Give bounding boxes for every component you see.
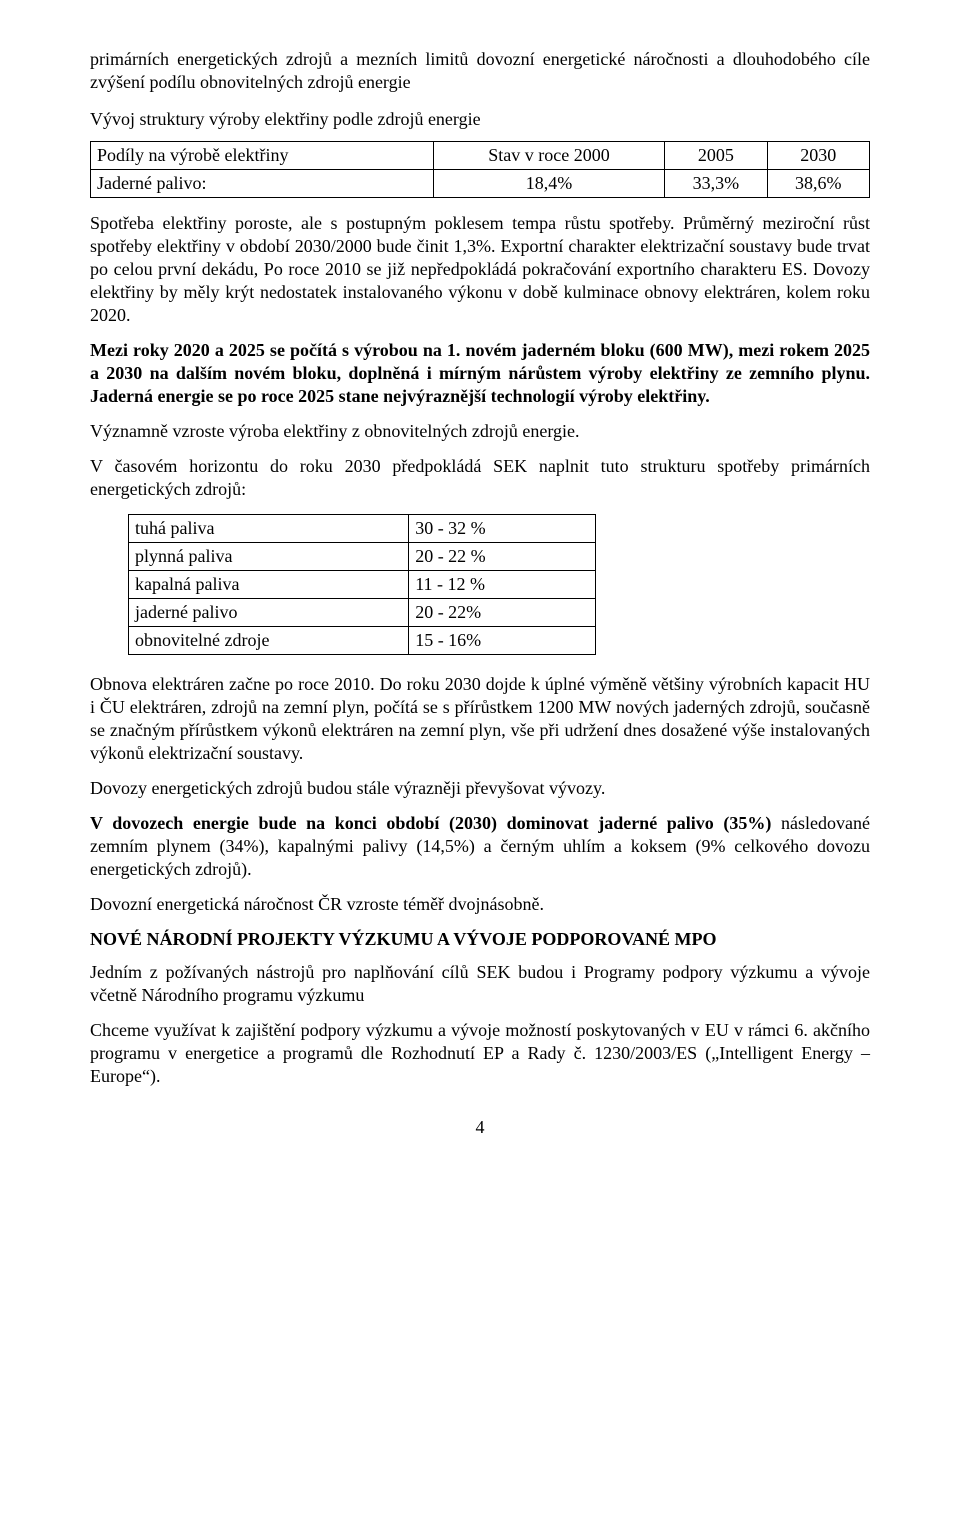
table-cell: Podíly na výrobě elektřiny bbox=[91, 142, 434, 170]
table-cell: 30 - 32 % bbox=[409, 514, 596, 542]
table-row: Jaderné palivo: 18,4% 33,3% 38,6% bbox=[91, 170, 870, 198]
paragraph: V časovém horizontu do roku 2030 předpok… bbox=[90, 455, 870, 501]
table-primary-sources: tuhá paliva 30 - 32 % plynná paliva 20 -… bbox=[128, 514, 596, 655]
text-bold: V dovozech energie bude na konci období … bbox=[90, 813, 781, 833]
table-cell: 15 - 16% bbox=[409, 626, 596, 654]
table-cell: 2030 bbox=[767, 142, 869, 170]
table-cell: 18,4% bbox=[433, 170, 664, 198]
paragraph: Dovozy energetických zdrojů budou stále … bbox=[90, 777, 870, 800]
table-row: Podíly na výrobě elektřiny Stav v roce 2… bbox=[91, 142, 870, 170]
paragraph: Dovozní energetická náročnost ČR vzroste… bbox=[90, 893, 870, 916]
paragraph: Významně vzroste výroba elektřiny z obno… bbox=[90, 420, 870, 443]
table-cell: 2005 bbox=[665, 142, 767, 170]
table-cell: jaderné palivo bbox=[129, 598, 409, 626]
table-cell: 33,3% bbox=[665, 170, 767, 198]
page-number: 4 bbox=[90, 1116, 870, 1139]
section-title: Vývoj struktury výroby elektřiny podle z… bbox=[90, 108, 870, 131]
paragraph: Obnova elektráren začne po roce 2010. Do… bbox=[90, 673, 870, 765]
paragraph-bold: Mezi roky 2020 a 2025 se počítá s výrobo… bbox=[90, 339, 870, 408]
table-cell: 20 - 22% bbox=[409, 598, 596, 626]
table-row: plynná paliva 20 - 22 % bbox=[129, 542, 596, 570]
table-cell: Jaderné palivo: bbox=[91, 170, 434, 198]
table-row: kapalná paliva 11 - 12 % bbox=[129, 570, 596, 598]
paragraph: Spotřeba elektřiny poroste, ale s postup… bbox=[90, 212, 870, 327]
paragraph: Jedním z požívaných nástrojů pro naplňov… bbox=[90, 961, 870, 1007]
table-electricity-share: Podíly na výrobě elektřiny Stav v roce 2… bbox=[90, 141, 870, 198]
table-cell: plynná paliva bbox=[129, 542, 409, 570]
table-cell: obnovitelné zdroje bbox=[129, 626, 409, 654]
paragraph: V dovozech energie bude na konci období … bbox=[90, 812, 870, 881]
paragraph: primárních energetických zdrojů a mezníc… bbox=[90, 48, 870, 94]
table-cell: 38,6% bbox=[767, 170, 869, 198]
table-cell: kapalná paliva bbox=[129, 570, 409, 598]
paragraph: Chceme využívat k zajištění podpory výzk… bbox=[90, 1019, 870, 1088]
table-cell: tuhá paliva bbox=[129, 514, 409, 542]
table-cell: 11 - 12 % bbox=[409, 570, 596, 598]
table-row: obnovitelné zdroje 15 - 16% bbox=[129, 626, 596, 654]
table-row: jaderné palivo 20 - 22% bbox=[129, 598, 596, 626]
table-cell: Stav v roce 2000 bbox=[433, 142, 664, 170]
table-cell: 20 - 22 % bbox=[409, 542, 596, 570]
table-row: tuhá paliva 30 - 32 % bbox=[129, 514, 596, 542]
heading: NOVÉ NÁRODNÍ PROJEKTY VÝZKUMU A VÝVOJE P… bbox=[90, 928, 870, 951]
